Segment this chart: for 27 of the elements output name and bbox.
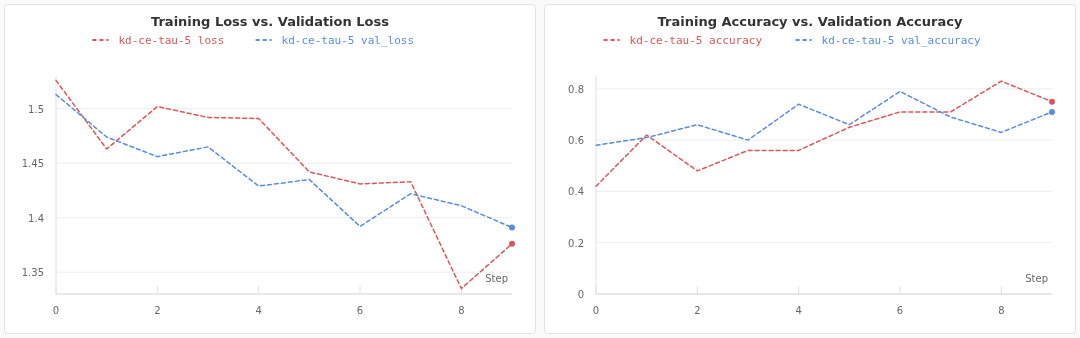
x-tick-label: 0 bbox=[592, 305, 600, 316]
legend-label: kd-ce-tau-5 accuracy bbox=[629, 34, 763, 47]
x-tick-label: 6 bbox=[356, 305, 364, 316]
y-tick-label: 1.5 bbox=[28, 103, 44, 115]
x-tick-label: 6 bbox=[896, 305, 904, 316]
x-tick-label: 8 bbox=[458, 305, 465, 316]
x-tick-label: 4 bbox=[795, 305, 802, 316]
x-tick-label: 4 bbox=[255, 305, 262, 316]
legend-label: kd-ce-tau-5 val_accuracy bbox=[821, 34, 981, 47]
y-tick-label: 0.8 bbox=[568, 83, 584, 95]
legend-label: kd-ce-tau-5 loss bbox=[118, 34, 225, 47]
y-tick-label: 1.4 bbox=[28, 212, 44, 224]
y-tick-label: 1.45 bbox=[21, 158, 44, 170]
y-tick-label: 0.2 bbox=[568, 237, 584, 249]
y-tick-label: 0 bbox=[577, 289, 584, 300]
legend-label: kd-ce-tau-5 val_loss bbox=[281, 34, 415, 47]
y-tick-label: 0.6 bbox=[568, 135, 584, 147]
x-axis-title: Step bbox=[485, 273, 508, 284]
chart-title: Training Loss vs. Validation Loss bbox=[151, 14, 390, 29]
x-axis-title: Step bbox=[1025, 273, 1048, 284]
chart-title: Training Accuracy vs. Validation Accuracy bbox=[657, 14, 963, 29]
x-tick-label: 2 bbox=[694, 305, 701, 316]
y-tick-label: 0.4 bbox=[568, 186, 584, 198]
x-tick-label: 2 bbox=[154, 305, 161, 316]
y-tick-label: 1.35 bbox=[21, 267, 44, 279]
x-tick-label: 8 bbox=[998, 305, 1005, 316]
x-tick-label: 0 bbox=[52, 305, 60, 316]
